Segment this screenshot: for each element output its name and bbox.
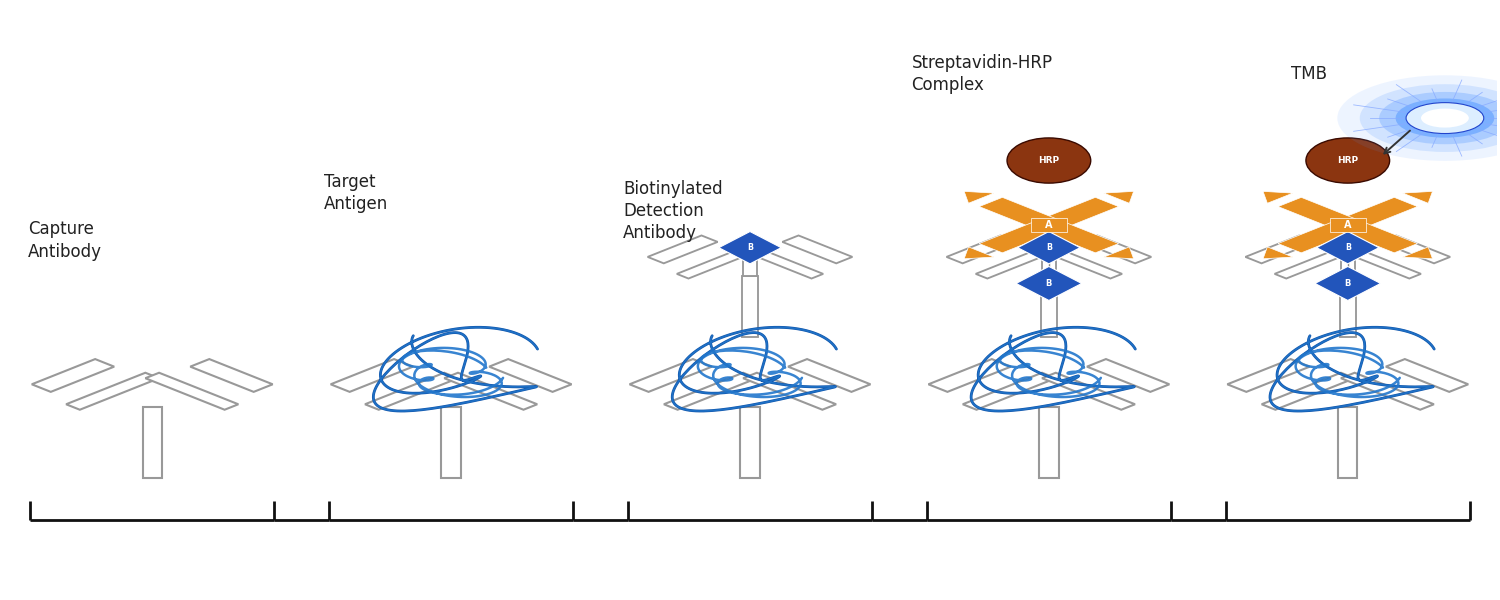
Circle shape [1420, 109, 1468, 128]
Polygon shape [1275, 247, 1353, 278]
Text: B: B [1046, 243, 1052, 252]
Polygon shape [489, 359, 572, 392]
Polygon shape [1338, 407, 1358, 478]
Polygon shape [1042, 247, 1122, 278]
Polygon shape [741, 276, 759, 337]
Polygon shape [330, 359, 412, 392]
Polygon shape [975, 247, 1054, 278]
Text: Capture
Antibody: Capture Antibody [28, 220, 102, 260]
Polygon shape [1042, 259, 1056, 276]
Polygon shape [1402, 247, 1432, 259]
Polygon shape [1104, 247, 1134, 259]
Polygon shape [980, 220, 1060, 253]
Circle shape [1378, 92, 1500, 144]
Polygon shape [1342, 247, 1420, 278]
Polygon shape [1104, 191, 1134, 203]
Polygon shape [741, 407, 759, 478]
Polygon shape [1030, 218, 1066, 232]
Polygon shape [1227, 359, 1310, 392]
Text: A: A [1046, 220, 1053, 230]
Text: TMB: TMB [1292, 65, 1328, 83]
Polygon shape [1082, 235, 1152, 263]
Text: B: B [747, 243, 753, 252]
Polygon shape [1278, 220, 1359, 253]
Polygon shape [142, 407, 162, 478]
Polygon shape [441, 407, 460, 478]
Polygon shape [1042, 373, 1136, 410]
Ellipse shape [1007, 138, 1090, 183]
Text: HRP: HRP [1038, 156, 1059, 165]
Polygon shape [1040, 407, 1059, 478]
Polygon shape [1017, 232, 1080, 264]
Text: Target
Antigen: Target Antigen [324, 173, 388, 213]
Polygon shape [963, 373, 1056, 410]
Polygon shape [648, 235, 717, 263]
Polygon shape [718, 232, 782, 264]
Polygon shape [1263, 247, 1293, 259]
Polygon shape [1038, 220, 1119, 253]
Polygon shape [444, 373, 537, 410]
Polygon shape [964, 247, 994, 259]
Polygon shape [1329, 218, 1366, 232]
Ellipse shape [1306, 138, 1389, 183]
Polygon shape [1386, 359, 1468, 392]
Polygon shape [742, 373, 836, 410]
Polygon shape [1317, 232, 1378, 264]
Polygon shape [1402, 191, 1432, 203]
Polygon shape [946, 235, 1017, 263]
Polygon shape [1316, 266, 1380, 301]
Polygon shape [146, 373, 238, 410]
Polygon shape [1336, 220, 1418, 253]
Text: Streptavidin-HRP
Complex: Streptavidin-HRP Complex [912, 54, 1053, 94]
Polygon shape [364, 373, 458, 410]
Polygon shape [1340, 276, 1356, 337]
Polygon shape [66, 373, 159, 410]
Polygon shape [744, 259, 756, 276]
Polygon shape [1341, 373, 1434, 410]
Polygon shape [32, 359, 114, 392]
Text: HRP: HRP [1336, 156, 1359, 165]
Polygon shape [744, 247, 824, 278]
Polygon shape [190, 359, 273, 392]
Text: B: B [1344, 279, 1352, 288]
Polygon shape [980, 197, 1060, 230]
Polygon shape [664, 373, 758, 410]
Polygon shape [1341, 259, 1354, 276]
Polygon shape [964, 191, 994, 203]
Polygon shape [630, 359, 712, 392]
Polygon shape [788, 359, 870, 392]
Polygon shape [928, 359, 1011, 392]
Polygon shape [1245, 235, 1316, 263]
Polygon shape [1041, 276, 1058, 337]
Circle shape [1406, 103, 1484, 134]
Circle shape [1395, 98, 1494, 137]
Polygon shape [676, 247, 756, 278]
Text: B: B [1346, 243, 1352, 252]
Polygon shape [1038, 197, 1119, 230]
Polygon shape [1263, 191, 1293, 203]
Polygon shape [1016, 266, 1082, 301]
Circle shape [1338, 75, 1500, 161]
Polygon shape [1278, 197, 1359, 230]
Polygon shape [1336, 197, 1418, 230]
Circle shape [1359, 84, 1500, 152]
Polygon shape [1380, 235, 1450, 263]
Text: B: B [1046, 279, 1052, 288]
Text: Biotinylated
Detection
Antibody: Biotinylated Detection Antibody [622, 179, 723, 242]
Text: A: A [1344, 220, 1352, 230]
Polygon shape [783, 235, 852, 263]
Polygon shape [1262, 373, 1354, 410]
Polygon shape [1088, 359, 1170, 392]
